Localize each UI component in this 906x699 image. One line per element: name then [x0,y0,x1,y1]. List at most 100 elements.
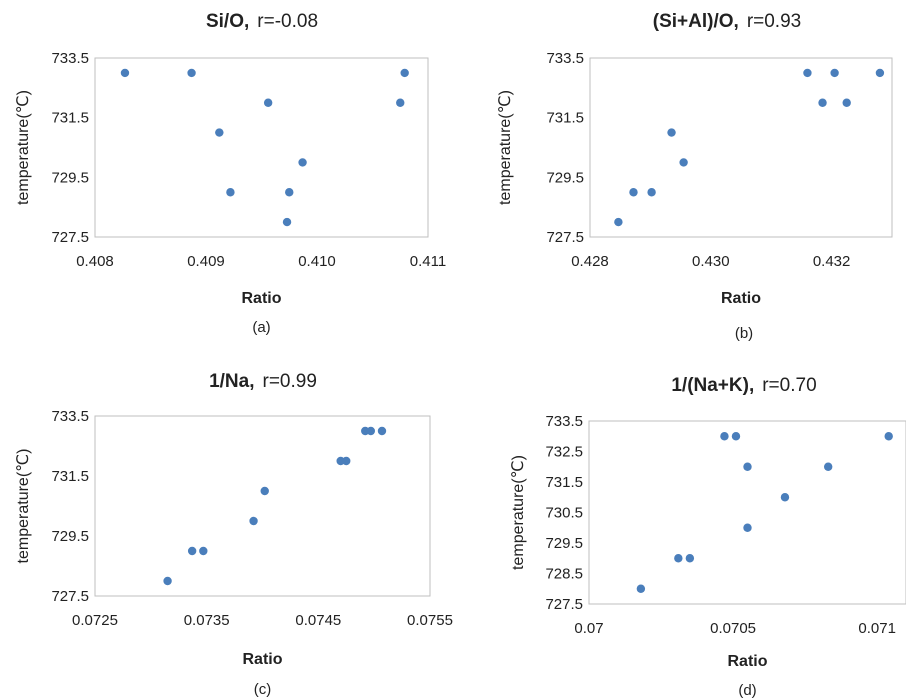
y-tick-label: 729.5 [51,169,89,186]
chart-title-r: r=-0.08 [257,11,318,32]
data-point [215,128,224,137]
y-tick-label: 733.5 [51,50,89,67]
chart-c-panel: 1/Na, r=0.99 727.5 729.5 731.5 733.5 0.0725 0.0… [15,371,453,698]
x-tick-label: 0.071 [858,620,896,637]
chart-title: (Si+Al)/O, r=0.93 [653,11,801,32]
x-tick-label: 0.0745 [295,612,341,629]
x-axis-label: Ratio [242,290,282,307]
data-point [679,158,688,167]
chart-title: Si/O, r=-0.08 [206,11,318,32]
panel-caption: (a) [252,319,270,336]
data-point [823,462,833,471]
data-point [780,493,790,502]
data-point [263,98,273,107]
data-point [731,432,741,441]
y-tick-label: 731.5 [545,474,583,491]
x-tick-label: 0.07 [574,620,603,637]
data-point [342,456,351,466]
data-point [366,426,376,436]
x-axis-label: Ratio [728,653,768,670]
data-point [163,576,172,586]
x-tick-label: 0.0705 [710,620,756,637]
data-point [743,462,752,471]
plot-area-frame [588,420,906,605]
x-tick-label: 0.409 [187,253,225,270]
data-point [120,68,130,78]
data-point [187,546,197,556]
data-point [647,188,656,197]
data-point [875,68,885,78]
chart-title-main: 1/Na, [209,371,254,392]
data-point [842,98,851,107]
y-tick-label: 727.5 [546,229,584,246]
x-tick-label: 0.410 [298,253,336,270]
y-tick-label: 733.5 [546,50,584,67]
data-point [685,554,695,563]
data-point [260,486,269,496]
y-tick-label: 729.5 [51,528,89,545]
y-axis-label: temperature(℃) [15,90,32,205]
x-tick-label: 0.428 [571,253,609,270]
y-tick-label: 731.5 [51,468,89,485]
chart-title-r: r=0.93 [747,11,801,32]
chart-title: 1/Na, r=0.99 [209,371,317,392]
chart-title-main: (Si+Al)/O, [653,11,739,32]
chart-title-main: Si/O, [206,11,249,32]
data-point [285,188,294,197]
x-axis-label: Ratio [721,290,761,307]
data-point [187,68,196,78]
chart-b-panel: (Si+Al)/O, r=0.93 727.5 729.5 731.5 733.5 0.42… [497,11,893,342]
data-point [743,523,752,532]
data-point [636,584,646,593]
y-axis-label: temperature(℃) [510,455,527,570]
panel-caption: (c) [254,681,272,698]
y-tick-label: 733.5 [545,413,583,430]
y-axis-label: temperature(℃) [15,449,32,564]
plot-area-frame [589,57,893,238]
y-tick-label: 727.5 [51,588,89,605]
data-point [199,546,208,556]
data-point [818,98,827,107]
chart-title: 1/(Na+K), r=0.70 [671,375,816,396]
data-point [720,432,729,441]
data-point [377,426,387,436]
x-tick-label: 0.0735 [184,612,230,629]
data-point [674,554,683,563]
data-point [667,128,676,137]
x-tick-label: 0.432 [813,253,851,270]
data-point [830,68,839,78]
plot-area-frame [94,415,431,597]
data-point [226,188,235,197]
y-tick-label: 732.5 [545,444,583,461]
chart-d-panel: 1/(Na+K), r=0.70 727.5 728.5 729.5 730.5 731.5… [510,375,906,699]
x-tick-label: 0.408 [76,253,114,270]
y-tick-label: 730.5 [545,505,583,522]
data-point [614,217,623,227]
x-tick-label: 0.411 [410,253,446,270]
y-tick-label: 733.5 [51,408,89,425]
panel-caption: (b) [735,325,753,342]
y-tick-label: 731.5 [51,110,89,127]
panel-caption: (d) [738,682,756,699]
y-axis-label: temperature(℃) [497,90,514,205]
data-point [396,98,405,107]
chart-a-panel: Si/O, r=-0.08 727.5 729.5 731.5 733.5 0.408 0.4… [15,11,446,336]
y-tick-label: 729.5 [545,535,583,552]
data-point [400,68,409,78]
y-tick-label: 728.5 [545,566,583,583]
x-tick-label: 0.0725 [72,612,118,629]
data-point [298,158,307,167]
y-tick-label: 729.5 [546,169,584,186]
plot-area-frame [94,57,429,238]
chart-title-r: r=0.99 [263,371,317,392]
chart-title-r: r=0.70 [762,375,816,396]
data-point [629,188,638,197]
x-tick-label: 0.430 [692,253,730,270]
data-point [884,432,893,441]
y-tick-label: 727.5 [545,596,583,613]
chart-title-main: 1/(Na+K), [671,375,754,396]
y-tick-label: 727.5 [51,229,89,246]
x-tick-label: 0.0755 [407,612,453,629]
y-tick-label: 731.5 [546,110,584,127]
